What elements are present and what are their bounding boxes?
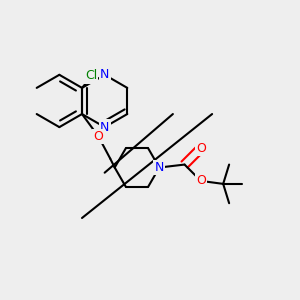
- Text: N: N: [100, 68, 109, 81]
- Text: N: N: [154, 161, 164, 174]
- Text: Cl: Cl: [85, 70, 97, 83]
- Text: N: N: [100, 121, 109, 134]
- Text: O: O: [196, 142, 206, 155]
- Text: O: O: [196, 174, 206, 188]
- Text: O: O: [93, 130, 103, 143]
